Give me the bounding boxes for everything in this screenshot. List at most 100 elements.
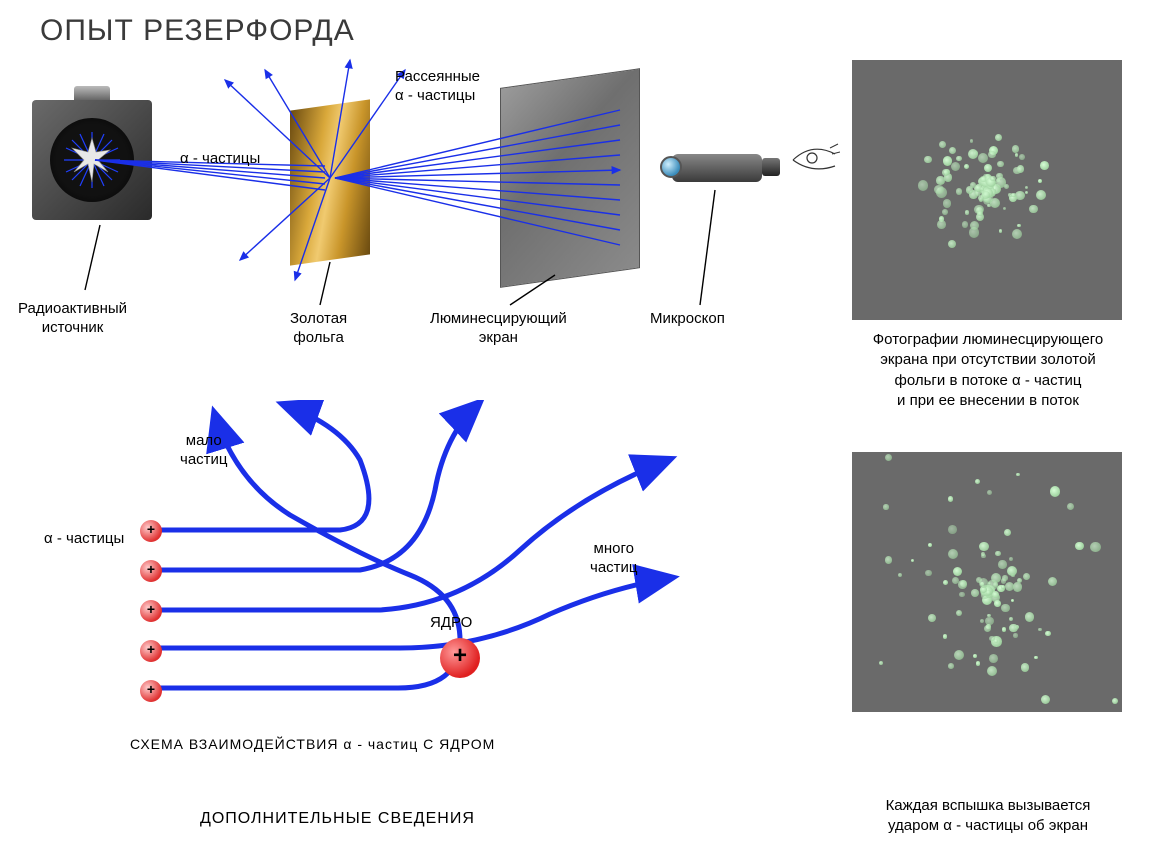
scintillation-dot [1038, 628, 1042, 632]
scintillation-dot [958, 580, 967, 589]
scintillation-dot [928, 614, 936, 622]
scintillation-dot [943, 199, 952, 208]
scintillation-dot [987, 490, 992, 495]
alpha-particle-4 [140, 640, 162, 662]
scintillation-dot [1009, 624, 1017, 632]
scintillation-dot [952, 577, 959, 584]
scintillation-dot [942, 169, 949, 176]
scintillation-dot [925, 570, 931, 576]
scintillation-dot [1012, 145, 1020, 153]
many-particles-label: много частиц [590, 540, 638, 578]
scintillation-dot [1045, 631, 1051, 637]
scintillation-dot [948, 240, 957, 249]
scintillation-dot [1048, 577, 1058, 587]
caption-bottom: Каждая вспышка вызывается ударом α - час… [852, 796, 1124, 837]
scintillation-dot [964, 164, 969, 169]
screen-photo-no-foil [852, 60, 1122, 320]
scintillation-dot [918, 180, 928, 190]
source-label: Радиоактивный источник [18, 300, 127, 338]
scintillation-dot [1011, 193, 1016, 198]
scintillation-dot [1009, 617, 1013, 621]
scintillation-dot [943, 580, 948, 585]
scintillation-dot [943, 634, 947, 638]
scintillation-dot [975, 479, 980, 484]
scintillation-dot [885, 454, 892, 461]
scintillation-dot [898, 573, 902, 577]
scintillation-dot [948, 663, 954, 669]
scintillation-dot [1075, 542, 1084, 551]
scintillation-dot [937, 220, 946, 229]
scintillation-dot [982, 191, 991, 200]
scintillation-dot [995, 134, 1002, 141]
scintillation-dot [989, 654, 998, 663]
scintillation-dot [999, 229, 1003, 233]
scintillation-dot [1025, 186, 1028, 189]
scintillation-dot [981, 554, 985, 558]
scintillation-dot [995, 551, 1001, 557]
scintillation-dot [1007, 566, 1018, 577]
scintillation-dot [962, 221, 968, 227]
scintillation-dot [934, 185, 943, 194]
scintillation-dot [1015, 153, 1018, 156]
scintillation-dot [1040, 161, 1049, 170]
scintillation-dot [971, 589, 979, 597]
scintillation-dot [883, 504, 888, 509]
scintillation-dot [1012, 229, 1022, 239]
scintillation-dot [1016, 473, 1020, 477]
scintillation-dot [951, 162, 960, 171]
scintillation-dot [949, 147, 957, 155]
scintillation-dot [987, 204, 990, 207]
scintillation-dot [1025, 191, 1028, 194]
scintillation-dot [1019, 154, 1025, 160]
scattered-label: Рассеянные α - частицы [395, 68, 480, 106]
scintillation-dot [984, 625, 991, 632]
alpha-left-label: α - частицы [44, 530, 124, 549]
alpha-rays [0, 0, 820, 340]
scintillation-dot [953, 567, 962, 576]
scintillation-dot [1011, 599, 1014, 602]
scintillation-dot [987, 666, 997, 676]
scintillation-dot [885, 556, 893, 564]
additional-info-label: ДОПОЛНИТЕЛЬНЫЕ СВЕДЕНИЯ [200, 810, 475, 828]
scintillation-dot [1038, 179, 1042, 183]
scintillation-dot [1041, 695, 1051, 705]
scintillation-dot [924, 156, 931, 163]
scintillation-dot [970, 221, 979, 230]
nucleus-label: ЯДРО [430, 614, 472, 633]
scintillation-dot [879, 661, 883, 665]
scintillation-dot [1034, 656, 1038, 660]
foil-label: Золотая фольга [290, 310, 347, 348]
scintillation-dot [1017, 165, 1024, 172]
scintillation-dot [973, 654, 977, 658]
scheme-caption: СХЕМА ВЗАИМОДЕЙСТВИЯ α - частиц С ЯДРОМ [130, 736, 495, 752]
scintillation-dot [1013, 633, 1018, 638]
scintillation-dot [990, 176, 996, 182]
alpha-particle-3 [140, 600, 162, 622]
alpha-particle-5 [140, 680, 162, 702]
scintillation-dot [1067, 503, 1074, 510]
scintillation-dot [948, 549, 959, 560]
scintillation-dot [928, 543, 932, 547]
caption-top: Фотографии люминесцирующего экрана при о… [848, 330, 1128, 411]
scintillation-dot [994, 600, 1000, 606]
scintillation-dot [976, 661, 981, 666]
scintillation-dot [956, 188, 962, 194]
scintillation-dot [988, 151, 996, 159]
few-particles-label: мало частиц [180, 432, 228, 470]
microscope-label: Микроскоп [650, 310, 725, 329]
scintillation-dot [1003, 207, 1006, 210]
scintillation-dot [956, 610, 962, 616]
nucleus-icon [440, 638, 480, 678]
scintillation-dot [1004, 529, 1011, 536]
scintillation-dot [977, 211, 983, 217]
scintillation-dot [1025, 612, 1035, 622]
scintillation-dot [1017, 224, 1020, 227]
scintillation-dot [1021, 663, 1030, 672]
scintillation-dot [1029, 205, 1038, 214]
scintillation-dot [993, 582, 998, 587]
screen-photo-with-foil [852, 452, 1122, 712]
scintillation-dot [1036, 190, 1046, 200]
scintillation-dot [965, 210, 970, 215]
scintillation-dot [954, 650, 964, 660]
scintillation-dot [948, 496, 954, 502]
